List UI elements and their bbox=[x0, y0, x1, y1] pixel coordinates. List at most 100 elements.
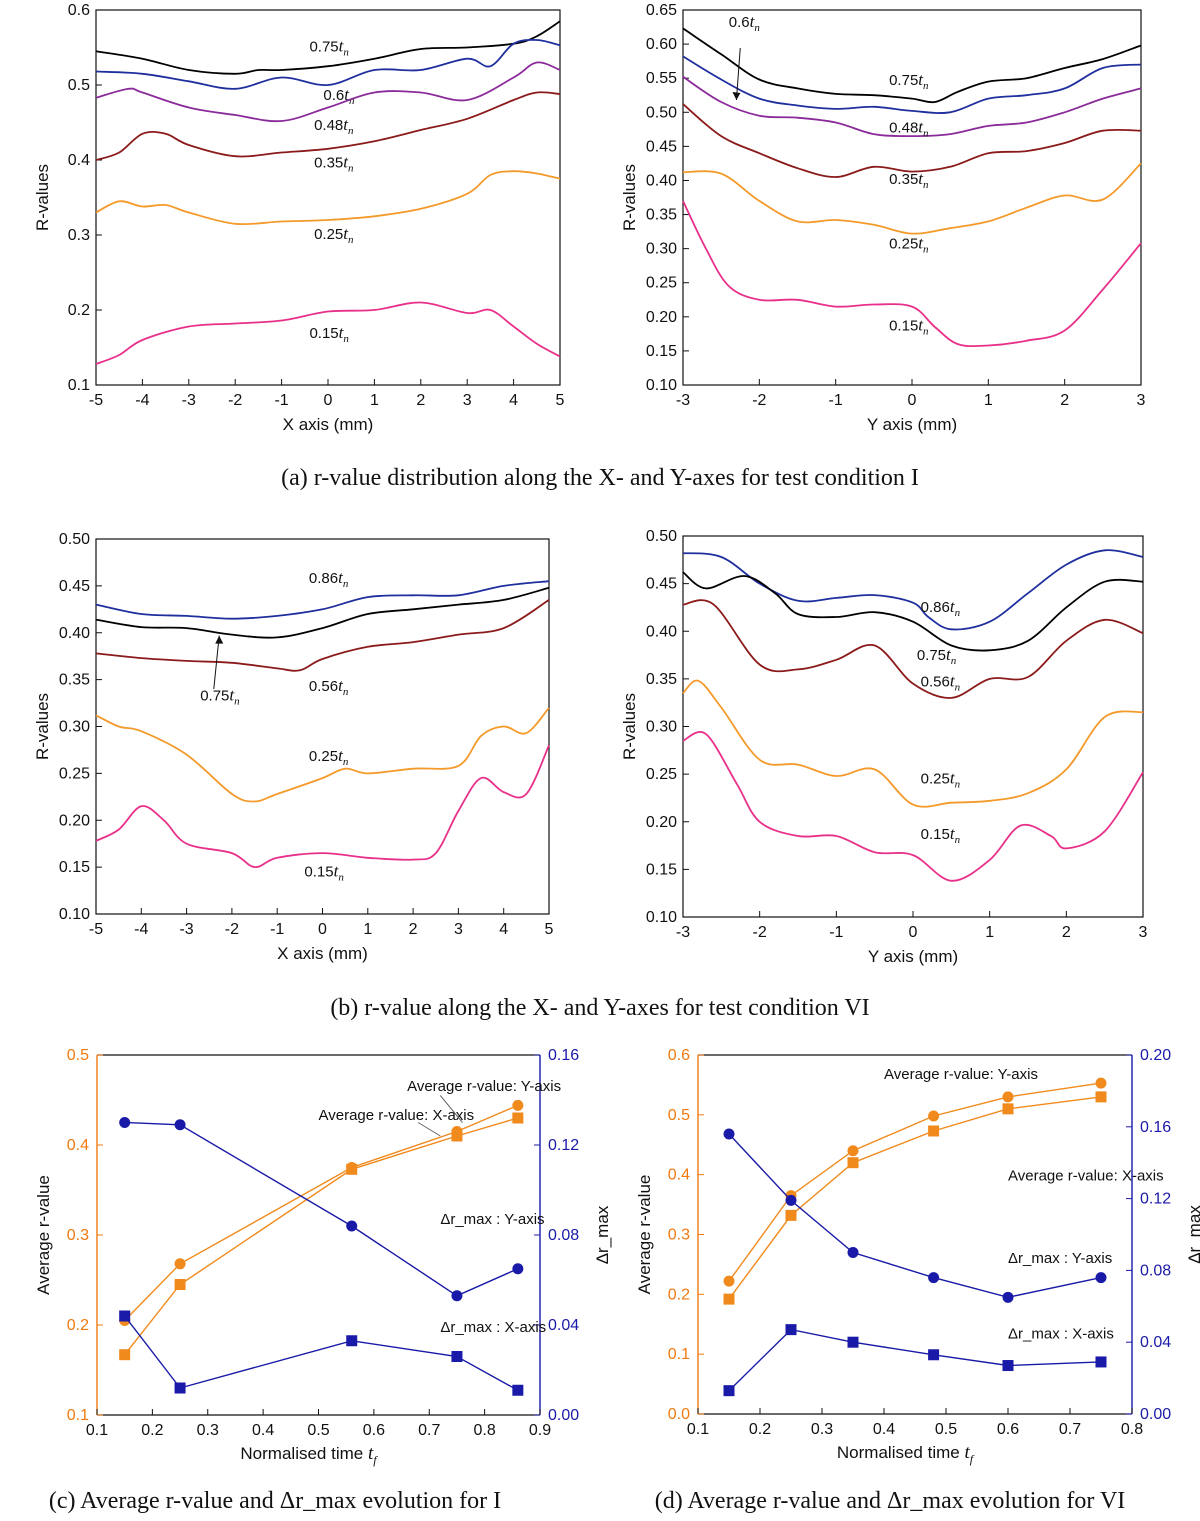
data-point bbox=[847, 1145, 859, 1157]
series-label: 0.15tn bbox=[889, 315, 929, 337]
chart-b_x: -5 -4 -3 -2 -1 0 1 2 3 4 5 0.10 0.15 0.20 0.25 0.30 0.35… bbox=[33, 531, 554, 963]
y-tick-label: 0.35 bbox=[646, 671, 677, 688]
series-label: 0.35tn bbox=[889, 169, 929, 191]
y-tick-label: 0.25 bbox=[59, 765, 90, 782]
series-label: 0.25tn bbox=[309, 746, 349, 768]
x-tick-label: 0.2 bbox=[141, 1422, 163, 1439]
x-tick-label: 0 bbox=[909, 924, 918, 941]
y-tick-label: 0.45 bbox=[646, 138, 677, 155]
y-tick-label: 0.4 bbox=[68, 152, 90, 169]
plot-frame bbox=[682, 535, 1144, 918]
y-tick-label: 0.20 bbox=[646, 814, 677, 831]
data-point bbox=[928, 1349, 940, 1361]
data-point bbox=[723, 1275, 735, 1287]
series-square-left bbox=[723, 1091, 1107, 1305]
y2-tick-label: 0.00 bbox=[1140, 1406, 1171, 1423]
series-label: 0.15tn bbox=[304, 862, 344, 884]
data-point bbox=[785, 1324, 797, 1336]
series-label: 0.25tn bbox=[921, 769, 961, 791]
pointer-arrow bbox=[735, 48, 741, 101]
x-tick-label: 1 bbox=[984, 392, 993, 409]
x-axis-label: Y axis (mm) bbox=[867, 415, 957, 434]
x-tick-label: 0.5 bbox=[307, 1422, 329, 1439]
caption-b: (b) r-value along the X- and Y-axes for … bbox=[330, 995, 869, 1021]
x-tick-label: 0.2 bbox=[749, 1421, 771, 1438]
x-tick-label: 0.6 bbox=[363, 1422, 385, 1439]
data-point bbox=[847, 1157, 859, 1169]
caption-a: (a) r-value distribution along the X- an… bbox=[281, 465, 919, 491]
series-line-0_6 bbox=[95, 38, 561, 90]
y-tick-label: 0.1 bbox=[668, 1346, 690, 1363]
series-line-0_48 bbox=[95, 61, 561, 123]
x-tick-label: 0 bbox=[908, 392, 917, 409]
annotation-label: Δr_max : Y-axis bbox=[440, 1211, 544, 1228]
series-line-0_75 bbox=[682, 571, 1144, 652]
pointer-arrowhead bbox=[732, 92, 741, 100]
series-line bbox=[124, 1121, 519, 1297]
data-point bbox=[512, 1112, 524, 1124]
y-tick-label: 0.65 bbox=[646, 2, 677, 19]
y-tick-label: 0.3 bbox=[68, 227, 90, 244]
data-point bbox=[1002, 1360, 1014, 1372]
y-tick-label: 0.40 bbox=[59, 625, 90, 642]
y-tick-label: 0.0 bbox=[668, 1406, 690, 1423]
y-tick-label: 0.2 bbox=[67, 1317, 89, 1334]
y-tick-label: 0.5 bbox=[68, 77, 90, 94]
x-tick-label: -2 bbox=[752, 392, 766, 409]
y2-tick-label: 0.04 bbox=[548, 1317, 579, 1334]
x-tick-label: 3 bbox=[454, 921, 463, 938]
x-tick-label: 0.3 bbox=[811, 1421, 833, 1438]
series-line-0_15 bbox=[682, 731, 1144, 882]
annotation-label: Average r-value: Y-axis bbox=[884, 1066, 1038, 1083]
y-tick-label: 0.50 bbox=[646, 528, 677, 545]
x-tick-label: 0.4 bbox=[873, 1421, 895, 1438]
x-tick-label: -3 bbox=[676, 392, 690, 409]
data-point bbox=[1095, 1091, 1107, 1103]
x-tick-label: 3 bbox=[463, 392, 472, 409]
series-line-0_15 bbox=[682, 200, 1142, 348]
x-tick-label: -1 bbox=[829, 392, 843, 409]
annotation-label: Average r-value: Y-axis bbox=[407, 1078, 561, 1095]
caption-d: (d) Average r-value and Δr_max evolution… bbox=[655, 1488, 1126, 1514]
y-tick-label: 0.3 bbox=[67, 1227, 89, 1244]
y-tick-label: 0.30 bbox=[646, 241, 677, 258]
x-tick-label: 1 bbox=[363, 921, 372, 938]
annotation-label: Average r-value: X-axis bbox=[1008, 1168, 1164, 1185]
y2-tick-label: 0.16 bbox=[548, 1047, 579, 1064]
series-circle-left bbox=[723, 1077, 1107, 1287]
x-tick-label: 2 bbox=[1062, 924, 1071, 941]
x-tick-label: 0.7 bbox=[418, 1422, 440, 1439]
series-square-right bbox=[119, 1310, 524, 1396]
pointer-arrowhead bbox=[215, 635, 224, 644]
chart-c: 0.1 0.2 0.3 0.4 0.5 0.6 0.7 0.8 0.9 0.1 0.2 0.3 0.4 0… bbox=[34, 1047, 612, 1467]
series-label: 0.56tn bbox=[921, 671, 961, 693]
x-tick-label: -2 bbox=[753, 924, 767, 941]
x-tick-label: 3 bbox=[1137, 392, 1146, 409]
series-line-0_35 bbox=[682, 103, 1142, 178]
y2-tick-label: 0.00 bbox=[548, 1407, 579, 1424]
x-tick-label: 1 bbox=[985, 924, 994, 941]
series-label: 0.86tn bbox=[921, 597, 961, 619]
y-tick-label: 0.30 bbox=[646, 719, 677, 736]
chart-b_y: -3 -2 -1 0 1 2 3 0.10 0.15 0.20 0.25 0.30 0.35 0.40 0.… bbox=[620, 528, 1148, 966]
series-label: 0.75tn bbox=[200, 685, 240, 707]
series-line bbox=[728, 1082, 1102, 1282]
y2-tick-label: 0.08 bbox=[548, 1227, 579, 1244]
series-line-0_86 bbox=[682, 549, 1144, 631]
series-line-0_86 bbox=[95, 580, 550, 620]
x-tick-label: 1 bbox=[370, 392, 379, 409]
y-tick-label: 0.5 bbox=[67, 1047, 89, 1064]
data-point bbox=[451, 1130, 463, 1142]
x-tick-label: 5 bbox=[556, 392, 565, 409]
series-label: 0.75tn bbox=[889, 70, 929, 92]
x-tick-label: 2 bbox=[416, 392, 425, 409]
y-tick-label: 0.50 bbox=[59, 531, 90, 548]
data-point bbox=[785, 1194, 797, 1206]
data-point bbox=[119, 1117, 131, 1128]
y2-tick-label: 0.16 bbox=[1140, 1119, 1171, 1136]
x-tick-label: -1 bbox=[829, 924, 843, 941]
x-tick-label: 2 bbox=[409, 921, 418, 938]
chart-a_x: -5 -4 -3 -2 -1 0 1 2 3 4 5 0.1 0.2 0.3 0.4 0.5 0.6 X axis… bbox=[33, 2, 565, 434]
x-tick-label: 0.1 bbox=[86, 1422, 108, 1439]
series-square-left bbox=[119, 1112, 524, 1361]
